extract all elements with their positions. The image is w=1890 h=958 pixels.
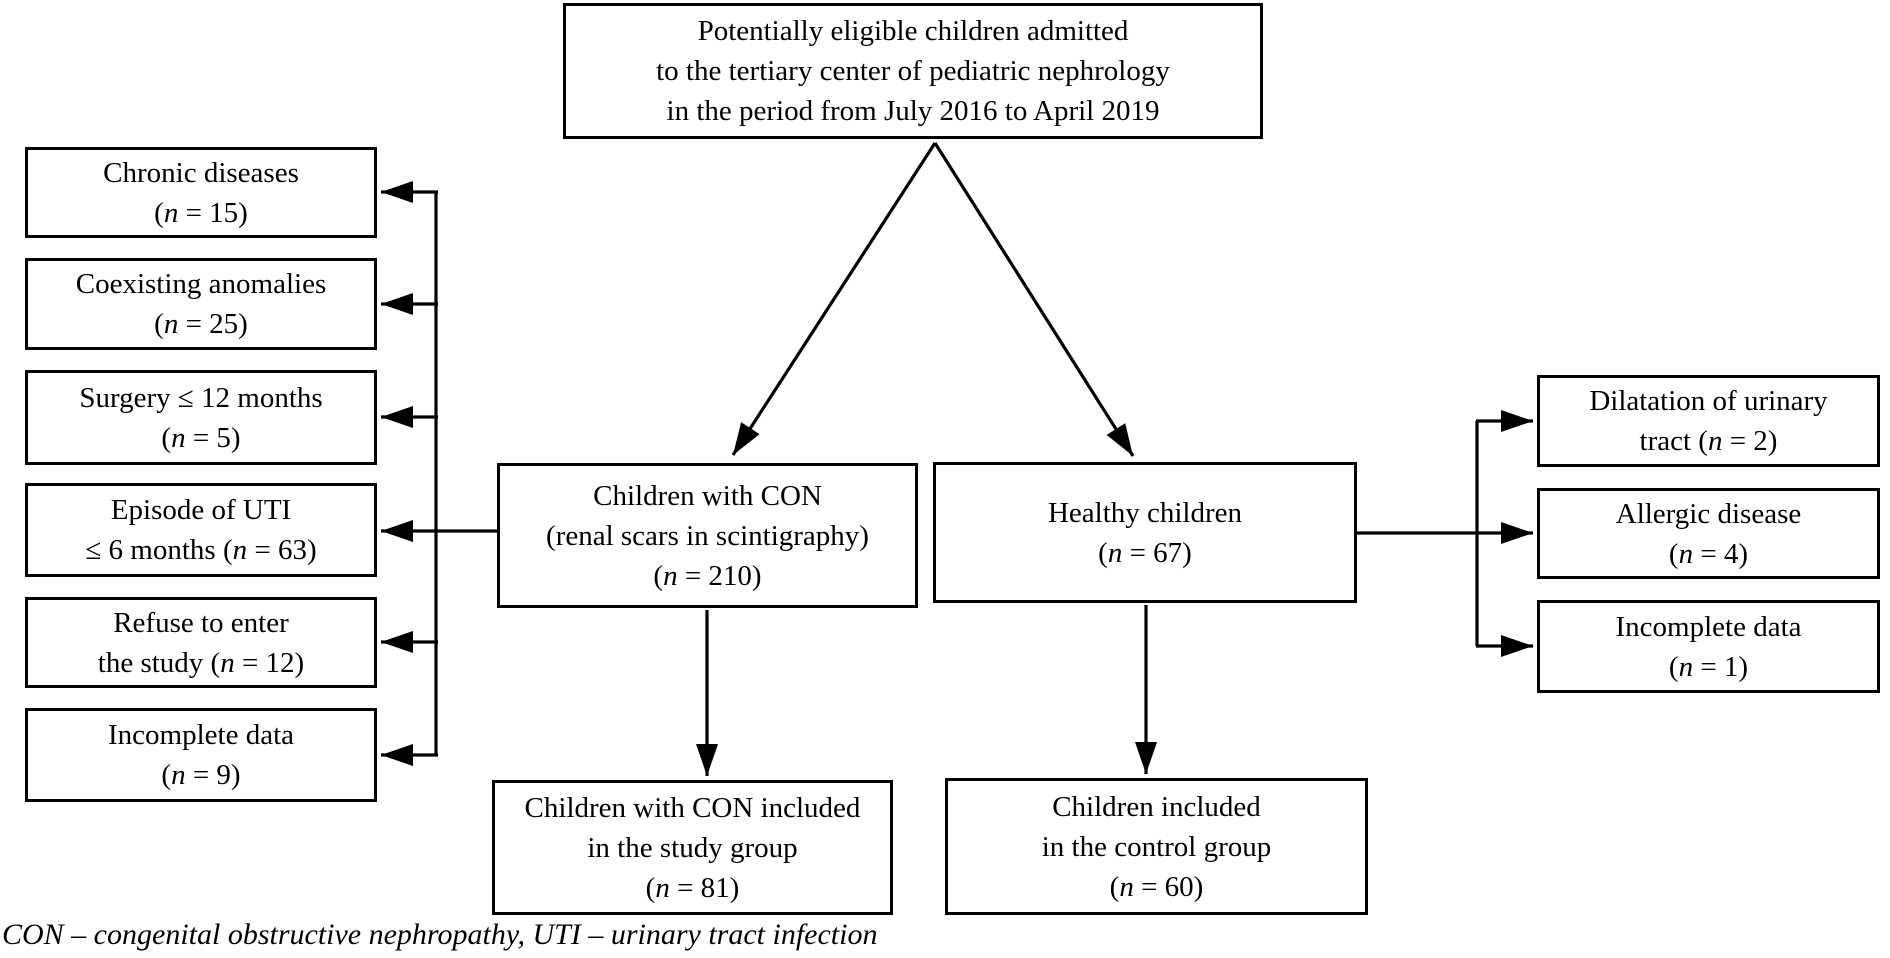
exclusion-chronic-diseases-box: Chronic diseases (n = 15): [25, 147, 377, 238]
box-text-line: (n = 9): [161, 759, 241, 791]
exclusion-surgery-box: Surgery ≤ 12 months (n = 5): [25, 370, 377, 465]
box-text-line: Healthy children: [1047, 496, 1243, 529]
box-text-line: tract (n = 2): [1639, 425, 1778, 457]
box-text-line: in the period from July 2016 to April 20…: [666, 95, 1160, 127]
control-group-box: Children included in the control group (n …: [945, 778, 1368, 915]
exclusion-incomplete-data-right-box: Incomplete data (n = 1): [1537, 600, 1880, 693]
arrow-top-to-healthy: [933, 142, 1135, 457]
box-text-line: the study (n = 12): [97, 646, 305, 679]
healthy-children-box: Healthy children (n = 67): [933, 462, 1357, 603]
box-text-line: in the study group: [587, 831, 798, 864]
box-text-line: (n = 81): [645, 871, 740, 904]
children-with-con-box: Children with CON (renal scars in scintig…: [497, 463, 918, 608]
exclusion-episode-uti-box: Episode of UTI ≤ 6 months (n = 63): [25, 483, 377, 577]
box-text-line: (n = 210): [653, 559, 762, 592]
box-text-line: (n = 15): [154, 196, 248, 229]
box-text-line: Surgery ≤ 12 months: [79, 381, 323, 414]
box-text-line: Episode of UTI: [110, 494, 292, 526]
box-text-line: to the tertiary center of pediatric neph…: [656, 55, 1170, 87]
box-text-line: (n = 5): [161, 421, 241, 454]
abbreviation-footnote: CON – congenital obstructive nephropathy…: [2, 918, 878, 951]
box-text-line: (n = 25): [154, 308, 248, 340]
exclusion-dilatation-box: Dilatation of urinary tract (n = 2): [1537, 375, 1880, 467]
box-text-line: (renal scars in scintigraphy): [546, 519, 869, 552]
study-group-box: Children with CON included in the study g…: [492, 780, 893, 915]
arrow-top-to-con: [731, 142, 937, 456]
box-text-line: Dilatation of urinary: [1589, 385, 1828, 417]
box-text-line: Children with CON included: [524, 791, 861, 824]
box-text-line: (n = 67): [1098, 536, 1192, 569]
exclusion-coexisting-anomalies-box: Coexisting anomalies (n = 25): [25, 258, 377, 350]
exclusion-refuse-box: Refuse to enter the study (n = 12): [25, 597, 377, 688]
box-text-line: Refuse to enter: [113, 606, 289, 639]
box-text-line: Children with CON: [593, 479, 822, 512]
box-text-line: ≤ 6 months (n = 63): [85, 534, 317, 566]
box-text-line: Chronic diseases: [103, 156, 299, 189]
box-text-line: Children included: [1052, 790, 1261, 823]
box-text-line: Incomplete data: [1615, 610, 1802, 643]
exclusion-incomplete-data-left-box: Incomplete data (n = 9): [25, 708, 377, 802]
box-text-line: Incomplete data: [108, 719, 294, 751]
box-text-line: Allergic disease: [1615, 497, 1802, 530]
eligible-children-box: Potentially eligible children admitted to…: [563, 3, 1263, 139]
box-text-line: (n = 1): [1668, 650, 1749, 683]
box-text-line: (n = 4): [1668, 537, 1749, 570]
box-text-line: (n = 60): [1109, 870, 1204, 903]
box-text-line: in the control group: [1041, 830, 1272, 863]
box-text-line: Potentially eligible children admitted: [697, 15, 1129, 47]
exclusion-allergic-box: Allergic disease (n = 4): [1537, 488, 1880, 579]
box-text-line: Coexisting anomalies: [75, 268, 327, 300]
